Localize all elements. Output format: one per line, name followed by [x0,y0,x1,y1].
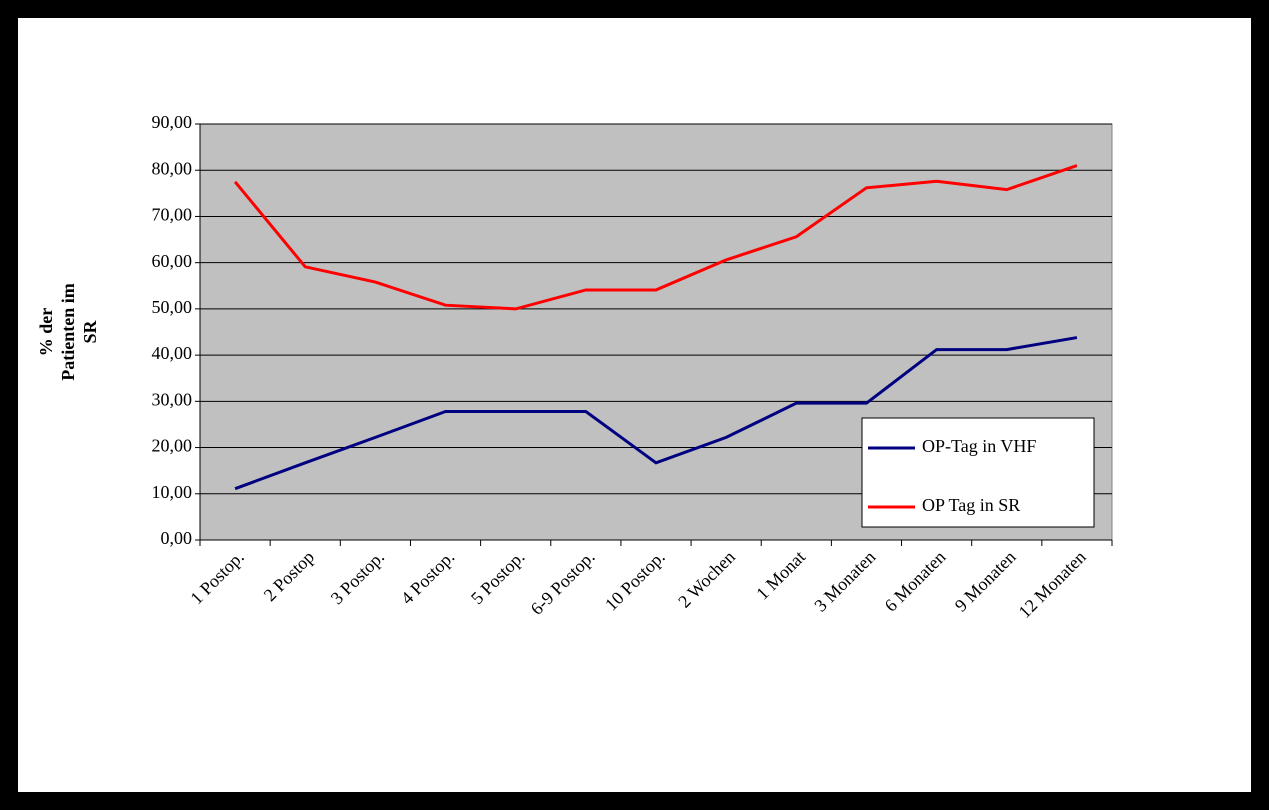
y-tick-label: 30,00 [152,389,193,409]
y-tick-label: 80,00 [152,158,193,178]
y-tick-label: 10,00 [152,482,193,502]
y-tick-label: 90,00 [152,112,193,132]
series-line [233,164,1078,311]
y-tick-label: 0,00 [161,528,193,548]
series-line [234,336,1078,491]
y-axis-label: SR [80,319,100,343]
y-tick-label: 70,00 [152,205,193,225]
y-axis-label: Patienten im [58,283,78,380]
y-tick-label: 50,00 [152,297,193,317]
y-tick-label: 20,00 [152,436,193,456]
y-axis-label: % der [36,308,56,357]
y-tick-label: 40,00 [152,343,193,363]
legend-label: OP-Tag in VHF [922,436,1036,456]
legend-label: OP Tag in SR [922,495,1020,515]
legend [861,417,1095,528]
y-tick-label: 60,00 [152,251,193,271]
